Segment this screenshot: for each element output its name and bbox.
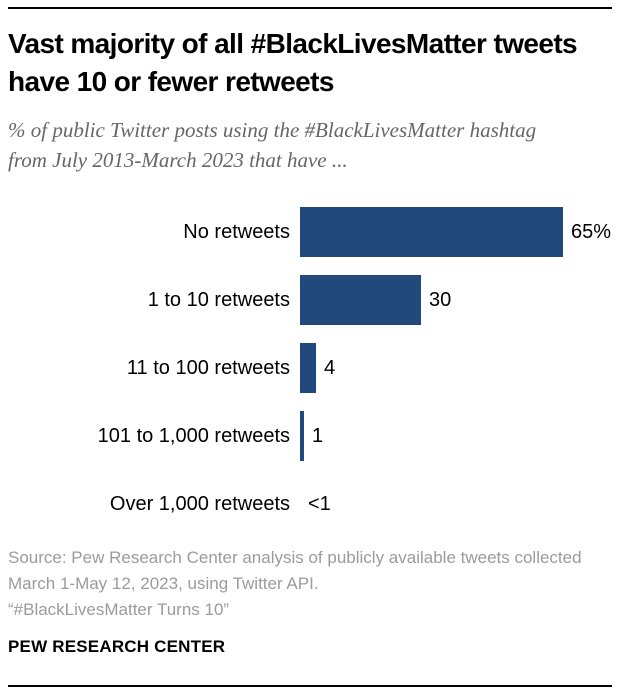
- brand-name: PEW RESEARCH CENTER: [8, 637, 226, 656]
- category-label: Over 1,000 retweets: [109, 492, 290, 515]
- chart-row: Over 1,000 retweets <1: [8, 479, 612, 529]
- value-label: 4: [324, 356, 336, 379]
- bar-area: 4: [300, 343, 612, 393]
- category-label: 101 to 1,000 retweets: [97, 424, 290, 447]
- source-note: Source: Pew Research Center analysis of …: [8, 545, 612, 623]
- bar: [300, 207, 563, 257]
- report-title: “#BlackLivesMatter Turns 10”: [8, 600, 230, 619]
- chart-row: No retweets 65%: [8, 207, 612, 257]
- bar-area: 1: [300, 411, 612, 461]
- category-label: 11 to 100 retweets: [126, 356, 290, 379]
- value-label: <1: [308, 492, 331, 515]
- category-label: No retweets: [183, 220, 290, 243]
- bar-area: <1: [300, 479, 612, 529]
- page-title: Vast majority of all #BlackLivesMatter t…: [8, 28, 578, 97]
- top-rule: [8, 7, 612, 9]
- category-label: 1 to 10 retweets: [147, 288, 290, 311]
- value-label: 1: [312, 424, 324, 447]
- bar-chart: No retweets 65% 1 to 10 retweets 30 11 to 10…: [8, 207, 612, 529]
- bar: [300, 343, 316, 393]
- source-text: Source: Pew Research Center analysis of …: [8, 548, 582, 593]
- value-label: 65%: [571, 220, 612, 243]
- chart-row: 101 to 1,000 retweets 1: [8, 411, 612, 461]
- bar-area: 65%: [300, 207, 612, 257]
- bar: [300, 411, 304, 461]
- bar-area: 30: [300, 275, 612, 325]
- value-label: 30: [429, 288, 452, 311]
- bar: [300, 275, 421, 325]
- chart-subtitle: % of public Twitter posts using the #Bla…: [8, 118, 537, 172]
- chart-row: 1 to 10 retweets 30: [8, 275, 612, 325]
- bottom-rule: [8, 685, 612, 687]
- chart-row: 11 to 100 retweets 4: [8, 343, 612, 393]
